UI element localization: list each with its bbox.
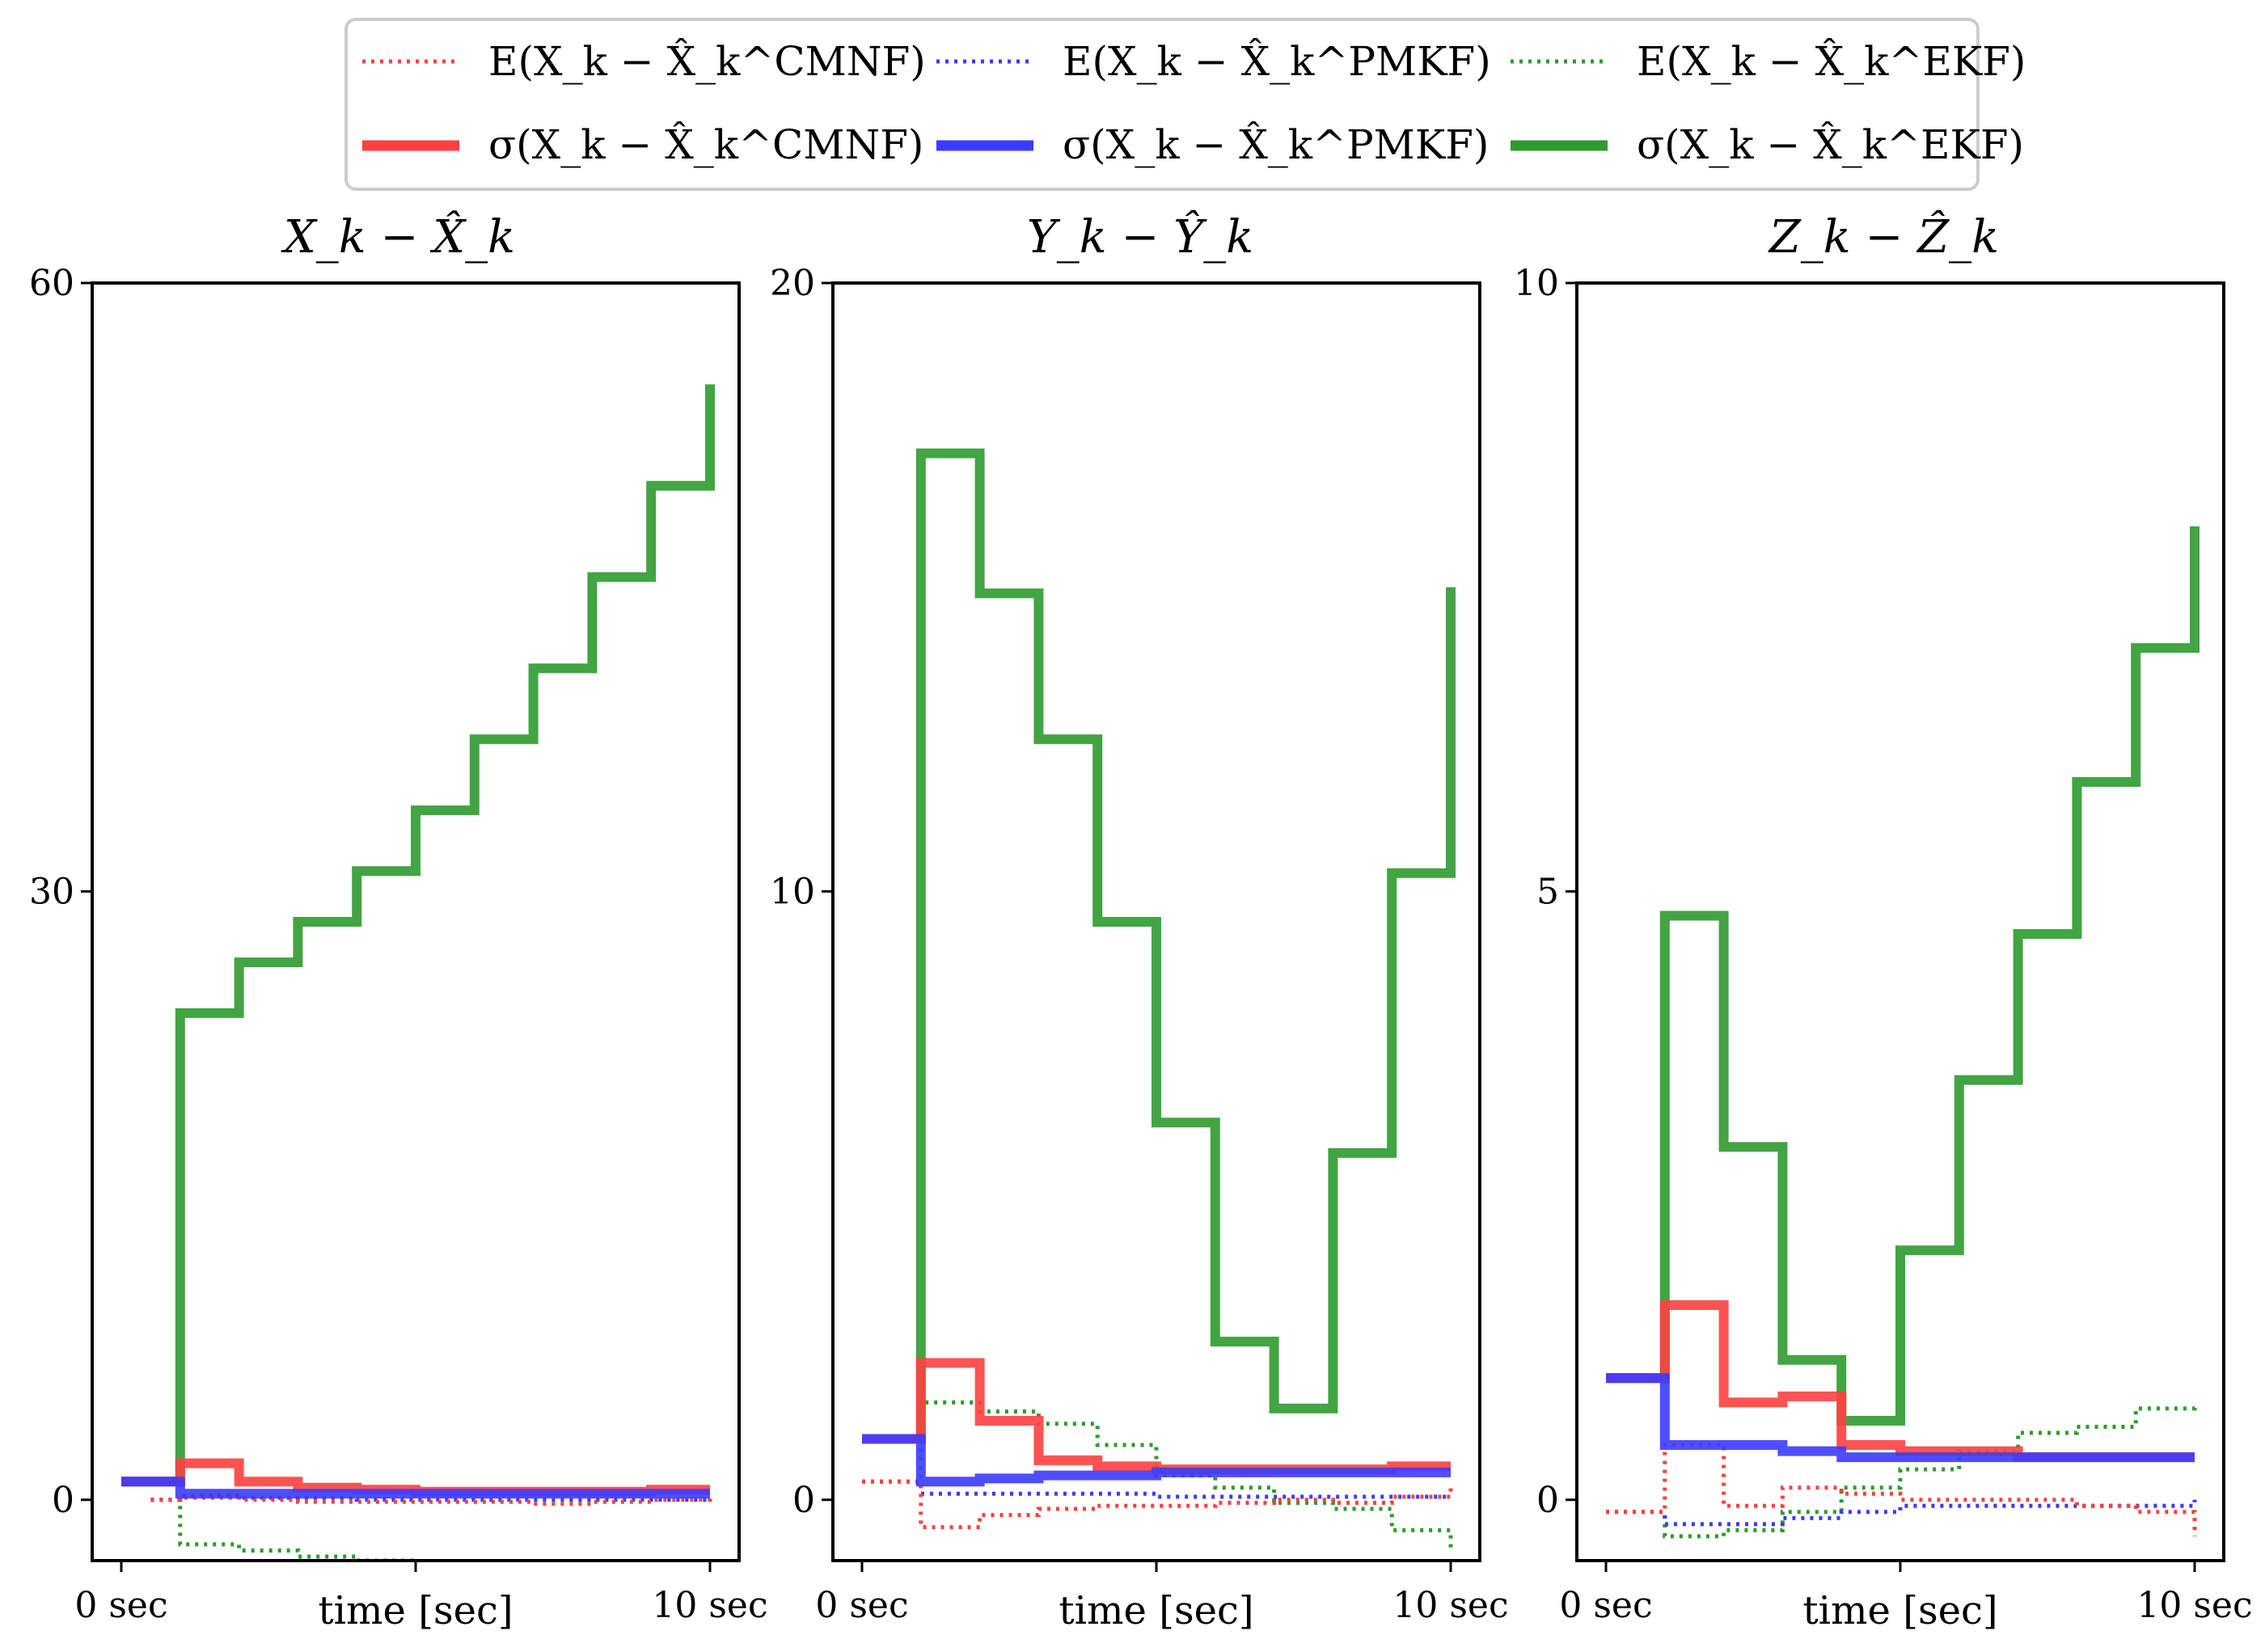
legend-label-std-pmkf: σ(X_k − X̂_k^PMKF) (1063, 120, 1489, 168)
legend-item: σ(X_k − X̂_k^CMNF) (362, 120, 923, 168)
y-tick-label-bottom: 0 (52, 1480, 74, 1521)
series-line-mean-ekf (1606, 1402, 2197, 1539)
y-tick-label-top: 20 (770, 263, 815, 304)
y-tick-label-bottom: 0 (792, 1480, 815, 1521)
x-axis-label: time [sec] (318, 1588, 513, 1633)
legend-label-std-cmnf: σ(X_k − X̂_k^CMNF) (488, 120, 923, 168)
legend-item: σ(X_k − X̂_k^EKF) (1511, 120, 2024, 168)
legend-item: σ(X_k − X̂_k^PMKF) (936, 120, 1489, 168)
legend-item: E(X_k − X̂_k^CMNF) (362, 37, 926, 85)
series-line-mean-pmkf (150, 1494, 710, 1502)
legend-label-mean-pmkf: E(X_k − X̂_k^PMKF) (1063, 37, 1491, 85)
x-axis-label: time [sec] (1059, 1588, 1253, 1633)
series-line-std-ekf (862, 448, 1456, 1444)
x-tick-label-start: 0 sec (1559, 1585, 1652, 1626)
legend-item: E(X_k − X̂_k^PMKF) (936, 37, 1491, 85)
series-line-mean-cmnf (1606, 1443, 2197, 1536)
legend: E(X_k − X̂_k^CMNF) E(X_k − X̂_k^PMKF) E(… (344, 18, 2026, 191)
x-tick-label-end: 10 sec (652, 1585, 767, 1626)
panel-title: Y_k − Ŷ_k (1027, 209, 1253, 264)
panel-title: Z_k − Ẑ_k (1768, 209, 1999, 264)
x-tick-label-end: 10 sec (2136, 1585, 2252, 1626)
x-tick-label-start: 0 sec (815, 1585, 908, 1626)
x-tick-label-end: 10 sec (1392, 1585, 1508, 1626)
x-axis-label: time [sec] (1802, 1588, 1997, 1633)
y-tick-label-middle: 10 (770, 871, 815, 912)
x-tick-label-start: 0 sec (74, 1585, 167, 1626)
y-tick-label-top: 60 (29, 263, 74, 304)
legend-label-mean-ekf: E(X_k − X̂_k^EKF) (1637, 37, 2026, 85)
panel-title: X_k − X̂_k (281, 209, 515, 264)
series-line-mean-pmkf (1606, 1499, 2197, 1527)
series-line-std-ekf (1606, 526, 2200, 1426)
legend-item: E(X_k − X̂_k^EKF) (1511, 37, 2026, 85)
panels: 0 30 60 0 sec time [sec] 10 sec X_k − X̂_k 0 10 2… (29, 209, 2253, 1633)
y-tick-label-bottom: 0 (1536, 1480, 1559, 1521)
y-tick-label-middle: 30 (29, 871, 74, 912)
panel-1: 0 30 60 0 sec time [sec] 10 sec X_k − X̂_k (29, 209, 768, 1633)
legend-label-std-ekf: σ(X_k − X̂_k^EKF) (1637, 120, 2024, 168)
panel-2: 0 10 20 0 sec time [sec] 10 sec Y_k − Ŷ_k (770, 209, 1509, 1633)
series-line-std-ekf (121, 384, 715, 1487)
series-line-mean-ekf (150, 1498, 418, 1561)
series-line-std-pmkf (1606, 1373, 2195, 1463)
y-tick-label-middle: 5 (1536, 871, 1559, 912)
series-line-mean-cmnf (862, 1479, 1453, 1530)
series-line-std-pmkf (862, 1434, 1451, 1487)
y-tick-label-top: 10 (1514, 263, 1559, 304)
panel-3: 0 5 10 0 sec time [sec] 10 sec Z_k − Ẑ_k (1514, 209, 2253, 1633)
series-line-std-pmkf (121, 1477, 710, 1499)
legend-label-mean-cmnf: E(X_k − X̂_k^CMNF) (488, 37, 926, 85)
